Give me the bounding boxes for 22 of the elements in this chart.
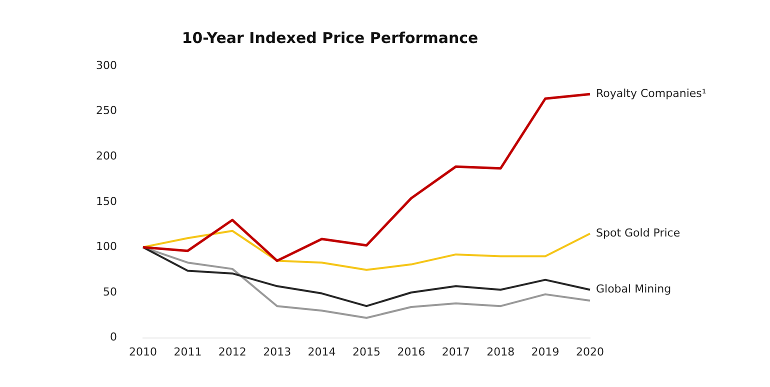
- y-tick-label: 50: [102, 285, 117, 298]
- x-tick-label: 2013: [263, 345, 292, 358]
- x-tick-label: 2020: [576, 345, 604, 358]
- series-label: Global Mining: [596, 282, 672, 296]
- x-tick-label: 2019: [531, 345, 560, 358]
- x-tick-label: 2014: [308, 345, 336, 358]
- x-tick-label: 2015: [352, 345, 380, 358]
- x-tick-label: 2011: [174, 345, 202, 358]
- y-tick-label: 150: [96, 194, 117, 208]
- x-tick-label: 2016: [397, 345, 426, 358]
- series-label: Spot Gold Price: [596, 226, 680, 240]
- y-tick-label: 200: [96, 149, 117, 162]
- x-tick-label: 2012: [218, 345, 246, 358]
- series-label: Royalty Companies¹: [596, 86, 706, 100]
- x-tick-label: 2010: [128, 345, 157, 358]
- y-tick-label: 300: [96, 58, 117, 72]
- y-tick-label: 0: [110, 330, 117, 344]
- x-tick-label: 2017: [442, 345, 470, 358]
- x-tick-label: 2018: [486, 345, 515, 358]
- chart-title: 10-Year Indexed Price Performance: [182, 28, 478, 47]
- y-tick-label: 250: [96, 104, 117, 118]
- y-tick-label: 100: [96, 240, 117, 254]
